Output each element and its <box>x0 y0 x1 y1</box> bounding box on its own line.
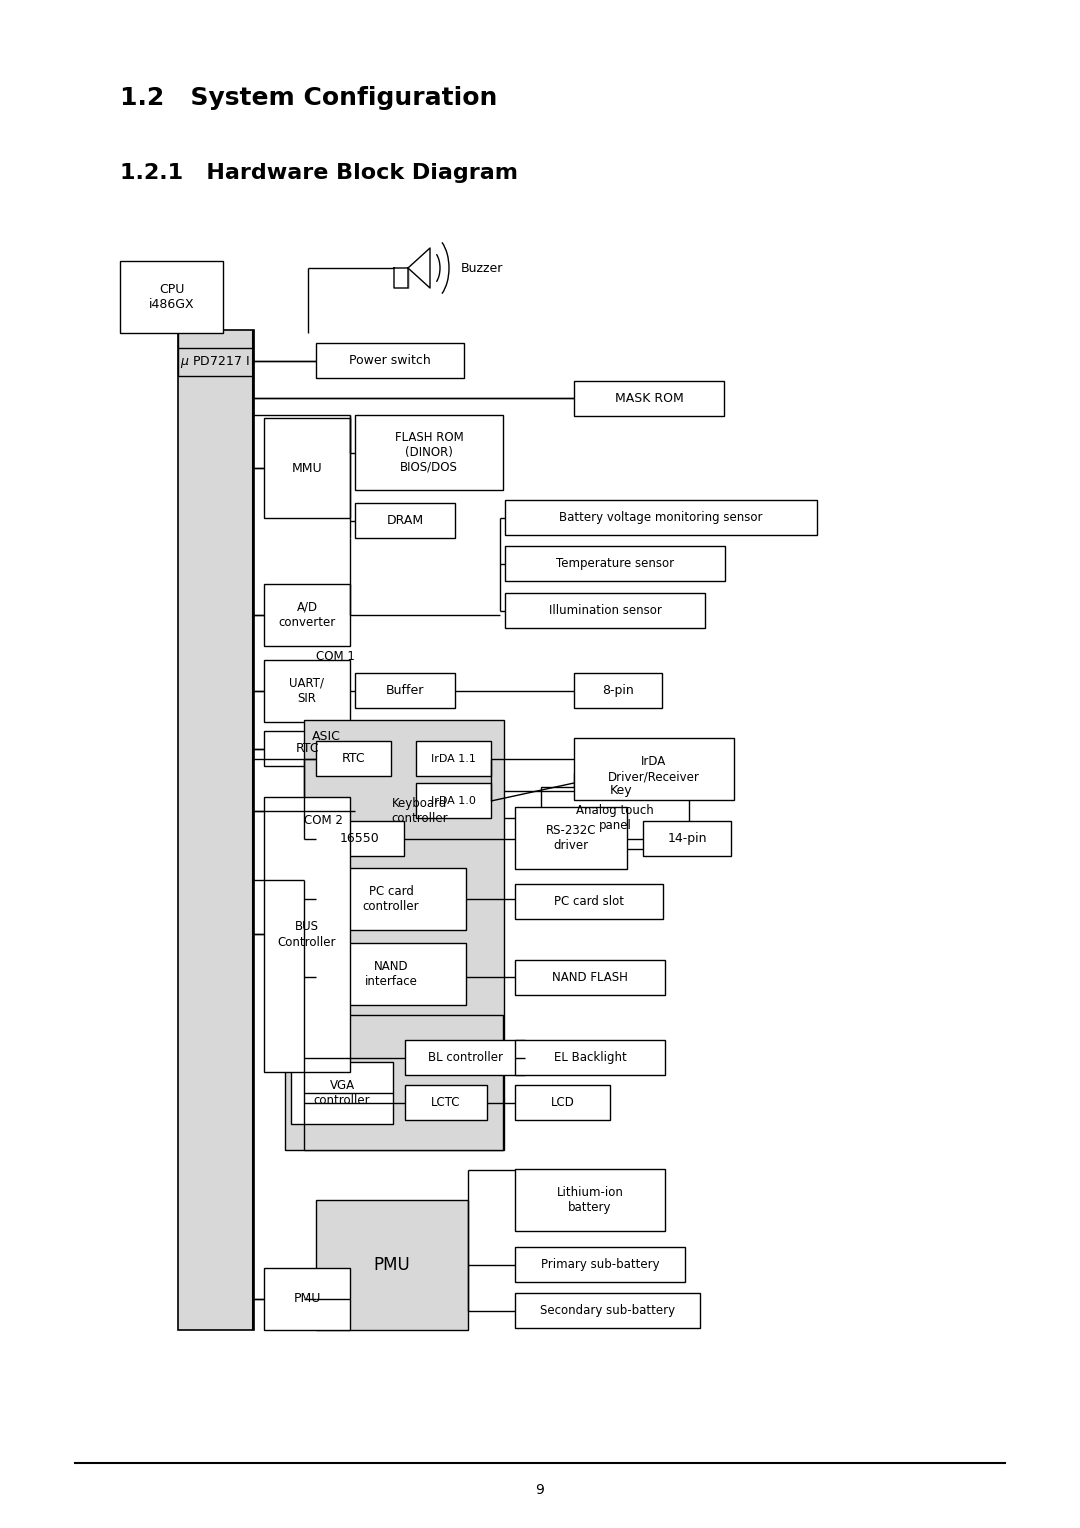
Text: COM 2: COM 2 <box>303 814 342 828</box>
Bar <box>515 1041 665 1076</box>
Text: 1.2   System Configuration: 1.2 System Configuration <box>120 86 498 110</box>
Bar <box>316 821 404 856</box>
Text: Secondary sub-battery: Secondary sub-battery <box>540 1303 675 1317</box>
Text: DRAM: DRAM <box>387 513 423 527</box>
Bar <box>264 660 350 723</box>
Bar <box>515 885 663 918</box>
Bar <box>316 943 465 1005</box>
Bar <box>120 261 222 333</box>
Text: FLASH ROM
(DINOR)
BIOS/DOS: FLASH ROM (DINOR) BIOS/DOS <box>394 431 463 474</box>
Bar <box>264 584 350 646</box>
Bar <box>643 821 731 856</box>
Text: IrDA 1.1: IrDA 1.1 <box>431 753 476 764</box>
Bar <box>515 960 665 995</box>
Bar <box>541 787 689 850</box>
Bar <box>515 1293 700 1328</box>
Bar <box>264 798 350 1073</box>
Text: ASIC: ASIC <box>312 730 341 743</box>
Text: 1.2.1   Hardware Block Diagram: 1.2.1 Hardware Block Diagram <box>120 163 518 183</box>
Bar <box>355 503 455 538</box>
Bar <box>264 730 352 766</box>
Text: 9: 9 <box>536 1484 544 1497</box>
Bar <box>355 672 455 707</box>
Bar <box>505 593 705 628</box>
Bar <box>515 807 627 869</box>
Bar <box>573 738 734 801</box>
Text: Keyboard
controller: Keyboard controller <box>392 798 448 825</box>
Bar <box>573 672 662 707</box>
Text: PC card
controller: PC card controller <box>363 885 419 914</box>
Text: MASK ROM: MASK ROM <box>615 393 684 405</box>
Text: 16550: 16550 <box>340 833 380 845</box>
Bar <box>316 1199 468 1329</box>
Text: Buffer: Buffer <box>386 685 424 697</box>
Text: Lithium-ion
battery: Lithium-ion battery <box>556 1186 623 1215</box>
Text: CPU
i486GX: CPU i486GX <box>149 283 194 312</box>
Bar <box>316 342 464 377</box>
Bar <box>515 1085 610 1120</box>
Text: Buzzer: Buzzer <box>461 261 503 275</box>
Text: NAND FLASH: NAND FLASH <box>552 970 627 984</box>
Text: A/D
converter: A/D converter <box>279 601 336 630</box>
Text: Illumination sensor: Illumination sensor <box>549 604 661 617</box>
Text: Analog touch
panel: Analog touch panel <box>576 804 653 833</box>
Bar <box>416 741 491 776</box>
Text: PMU: PMU <box>294 1293 321 1305</box>
Text: RTC: RTC <box>341 752 365 766</box>
Text: LCTC: LCTC <box>431 1096 461 1109</box>
Text: NAND
interface: NAND interface <box>365 960 418 989</box>
Text: UART/
SIR: UART/ SIR <box>289 677 324 704</box>
Bar <box>316 868 465 931</box>
Bar <box>316 741 391 776</box>
Text: RS-232C
driver: RS-232C driver <box>545 824 596 853</box>
Text: EL Backlight: EL Backlight <box>554 1051 626 1063</box>
Text: VGA
controller: VGA controller <box>313 1079 370 1106</box>
Bar <box>355 416 503 490</box>
Text: Temperature sensor: Temperature sensor <box>556 558 674 570</box>
Bar <box>285 1015 503 1151</box>
Bar <box>178 330 254 1329</box>
Text: Power switch: Power switch <box>349 354 431 367</box>
Bar <box>355 779 485 842</box>
Bar <box>573 773 669 808</box>
Bar <box>416 782 491 817</box>
Text: IrDA
Driver/Receiver: IrDA Driver/Receiver <box>608 755 700 782</box>
Text: 8-pin: 8-pin <box>603 685 634 697</box>
Text: Battery voltage monitoring sensor: Battery voltage monitoring sensor <box>559 510 762 524</box>
Text: PC card slot: PC card slot <box>554 895 624 908</box>
Text: BL controller: BL controller <box>428 1051 502 1063</box>
Bar <box>405 1085 487 1120</box>
Text: Key: Key <box>610 784 633 798</box>
Text: RTC: RTC <box>296 743 320 755</box>
Text: PMU: PMU <box>374 1256 410 1274</box>
Text: MMU: MMU <box>292 461 322 475</box>
Polygon shape <box>394 248 430 287</box>
Bar <box>573 380 724 416</box>
Bar <box>515 1247 685 1282</box>
Bar <box>505 545 725 581</box>
Text: BUS
Controller: BUS Controller <box>278 920 336 949</box>
Bar <box>405 1041 525 1076</box>
Text: $\mu$ PD7217 I: $\mu$ PD7217 I <box>180 354 249 370</box>
Text: 14-pin: 14-pin <box>667 833 706 845</box>
Text: COM 1: COM 1 <box>316 649 355 663</box>
Bar <box>264 419 350 518</box>
Text: Primary sub-battery: Primary sub-battery <box>541 1258 659 1271</box>
Bar <box>505 500 816 535</box>
Text: LCD: LCD <box>551 1096 575 1109</box>
Text: IrDA 1.0: IrDA 1.0 <box>431 796 476 805</box>
Bar <box>291 1062 393 1125</box>
Bar <box>303 720 504 1151</box>
Bar <box>515 1169 665 1232</box>
Bar <box>264 1268 350 1329</box>
